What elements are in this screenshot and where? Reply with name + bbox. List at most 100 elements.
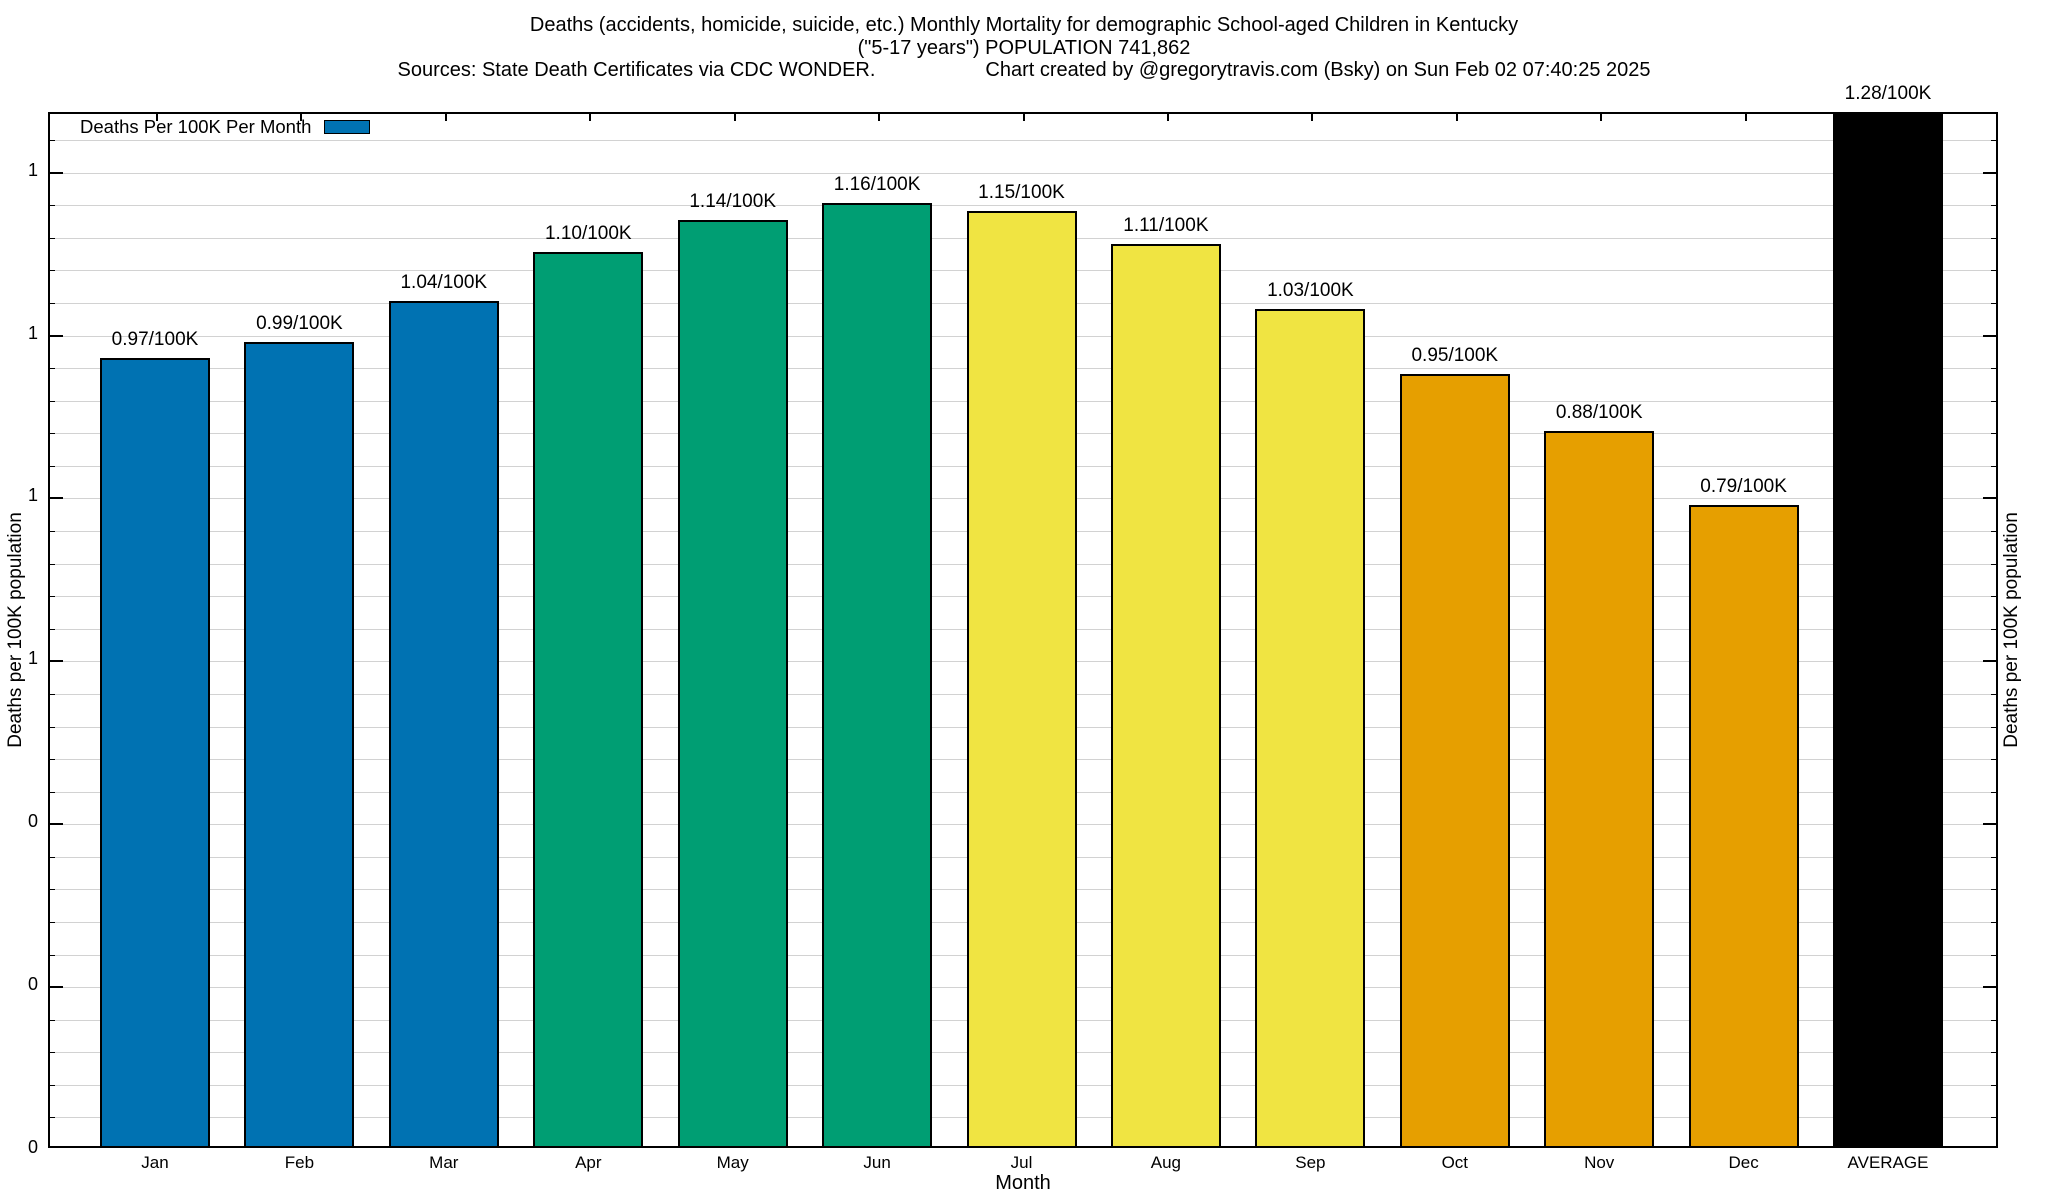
y-tick-label: 1 bbox=[27, 648, 38, 669]
x-tick-mark bbox=[1600, 114, 1603, 121]
chart-title: Deaths (accidents, homicide, suicide, et… bbox=[529, 14, 1519, 36]
x-tick-label-nov: Nov bbox=[1584, 1153, 1615, 1172]
y-minor-tick-mark bbox=[1991, 628, 1996, 630]
bar-value-label-aug: 1.11/100K bbox=[1123, 214, 1209, 236]
y-minor-tick-mark bbox=[1991, 205, 1996, 207]
x-tick-mark bbox=[156, 114, 158, 121]
y-minor-tick-mark bbox=[50, 270, 55, 272]
y-minor-tick-mark bbox=[50, 531, 55, 532]
bar-value-label-apr: 1.10/100K bbox=[544, 223, 632, 245]
y-tick-label: 0 bbox=[27, 974, 38, 995]
y-minor-tick-mark bbox=[1991, 1117, 1996, 1119]
y-minor-tick-mark bbox=[1991, 791, 1996, 793]
y-minor-tick-mark bbox=[1991, 889, 1996, 891]
x-tick-mark bbox=[300, 114, 303, 121]
x-tick-label-mar: Mar bbox=[429, 1153, 459, 1172]
y-minor-tick-mark bbox=[1991, 270, 1996, 272]
bar-average bbox=[1833, 112, 1943, 1148]
x-tick-mark bbox=[878, 114, 881, 121]
y-gridline bbox=[50, 205, 1996, 207]
x-tick-label-sep: Sep bbox=[1295, 1153, 1326, 1172]
bar-value-label-feb: 0.99/100K bbox=[256, 312, 343, 334]
y-minor-tick-mark bbox=[50, 628, 55, 630]
x-tick-label-apr: Apr bbox=[575, 1153, 602, 1172]
bar-value-label-nov: 0.88/100K bbox=[1555, 402, 1643, 424]
y-minor-tick-mark bbox=[1991, 303, 1996, 304]
x-tick-label-jun: Jun bbox=[863, 1153, 891, 1172]
bar-dec bbox=[1688, 504, 1799, 1148]
x-tick-mark bbox=[1455, 114, 1458, 121]
x-tick-label-jul: Jul bbox=[1010, 1153, 1033, 1172]
bar-aug bbox=[1110, 243, 1221, 1148]
x-axis-label: Month bbox=[995, 1172, 1051, 1194]
x-tick-label-average: AVERAGE bbox=[1847, 1153, 1929, 1172]
y-tick-label: 0 bbox=[27, 811, 38, 832]
y-minor-tick-mark bbox=[1991, 531, 1996, 532]
y-gridline bbox=[50, 140, 1996, 142]
y-major-tick-mark bbox=[50, 660, 63, 663]
y-major-tick-mark bbox=[50, 171, 63, 174]
bar-feb bbox=[244, 341, 355, 1148]
y-minor-tick-mark bbox=[50, 237, 55, 239]
y-minor-tick-mark bbox=[50, 921, 55, 923]
y-minor-tick-mark bbox=[50, 563, 55, 565]
bar-jul bbox=[966, 211, 1077, 1148]
y-major-tick-mark bbox=[1983, 171, 1996, 174]
bar-oct bbox=[1399, 374, 1510, 1148]
y-minor-tick-mark bbox=[50, 465, 55, 467]
chart-meta-line: Sources: State Death Certificates via CD… bbox=[0, 59, 2048, 81]
x-tick-label-oct: Oct bbox=[1441, 1153, 1469, 1172]
y-minor-tick-mark bbox=[1991, 693, 1996, 695]
y-major-tick-mark bbox=[50, 497, 63, 500]
bar-may bbox=[677, 219, 788, 1148]
y-minor-tick-mark bbox=[50, 856, 55, 858]
bar-value-label-dec: 0.79/100K bbox=[1700, 475, 1787, 497]
bar-nov bbox=[1544, 431, 1655, 1148]
x-tick-label-jan: Jan bbox=[141, 1153, 169, 1172]
chart-credit-note: Chart created by @gregorytravis.com (Bsk… bbox=[985, 59, 1651, 81]
legend-label: Deaths Per 100K Per Month bbox=[80, 116, 312, 137]
y-minor-tick-mark bbox=[1991, 563, 1996, 565]
y-minor-tick-mark bbox=[50, 140, 55, 142]
bar-value-label-may: 1.14/100K bbox=[689, 190, 776, 212]
legend-swatch-icon bbox=[324, 120, 371, 134]
bar-value-label-jun: 1.16/100K bbox=[833, 174, 921, 196]
y-minor-tick-mark bbox=[1991, 1052, 1996, 1054]
x-tick-mark bbox=[1166, 114, 1169, 121]
y-major-tick-mark bbox=[1983, 660, 1996, 663]
y-minor-tick-mark bbox=[50, 1117, 55, 1119]
x-tick-mark bbox=[733, 114, 736, 121]
legend: Deaths Per 100K Per Month bbox=[80, 116, 371, 138]
x-tick-label-aug: Aug bbox=[1150, 1153, 1182, 1172]
bar-value-label-jul: 1.15/100K bbox=[978, 182, 1065, 204]
y-tick-label: 1 bbox=[27, 485, 38, 506]
y-minor-tick-mark bbox=[50, 205, 55, 207]
bar-apr bbox=[533, 252, 644, 1148]
y-minor-tick-mark bbox=[1991, 433, 1996, 435]
y-minor-tick-mark bbox=[1991, 921, 1996, 923]
y-minor-tick-mark bbox=[1991, 596, 1996, 598]
x-tick-label-feb: Feb bbox=[284, 1153, 315, 1172]
x-tick-mark bbox=[1311, 114, 1314, 121]
x-tick-label-dec: Dec bbox=[1728, 1153, 1759, 1172]
bar-value-label-average: 1.28/100K bbox=[1844, 83, 1932, 104]
y-major-tick-mark bbox=[1983, 497, 1996, 500]
y-gridline bbox=[50, 172, 1996, 174]
bar-jun bbox=[822, 203, 933, 1148]
y-tick-label: 1 bbox=[27, 159, 38, 180]
y-minor-tick-mark bbox=[50, 1052, 55, 1054]
y-minor-tick-mark bbox=[1991, 400, 1996, 402]
bar-mar bbox=[388, 301, 499, 1148]
y-major-tick-mark bbox=[1983, 334, 1996, 337]
x-tick-label-may: May bbox=[716, 1153, 749, 1172]
y-minor-tick-mark bbox=[1991, 1084, 1996, 1086]
y-minor-tick-mark bbox=[1991, 140, 1996, 142]
y-major-tick-mark bbox=[50, 334, 63, 337]
bar-jan bbox=[100, 358, 210, 1148]
chart-subtitle: ("5-17 years") POPULATION 741,862 bbox=[857, 37, 1191, 59]
y-minor-tick-mark bbox=[50, 791, 55, 793]
y-minor-tick-mark bbox=[1991, 465, 1996, 467]
y-major-tick-mark bbox=[1983, 986, 1996, 989]
y-minor-tick-mark bbox=[50, 726, 55, 728]
